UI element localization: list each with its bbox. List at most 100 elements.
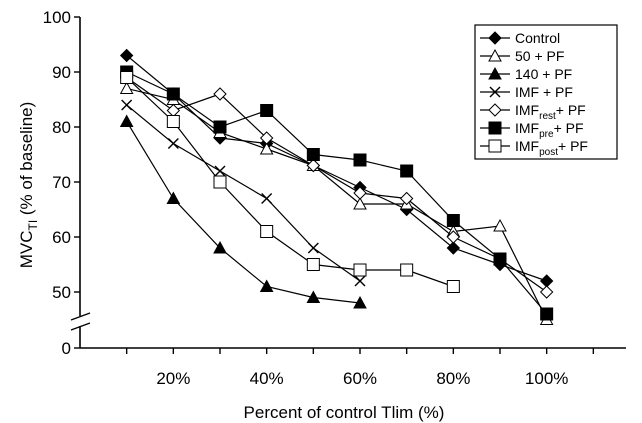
legend-label: IMFpost+ PF <box>515 138 588 158</box>
legend-label-sub: rest <box>539 111 556 122</box>
legend-label-after: + PF <box>558 138 588 154</box>
legend-label-main: IMF <box>515 102 539 118</box>
data-point <box>213 120 227 134</box>
legend-label-main: 140 + PF <box>515 66 572 82</box>
y-tick-label: 80 <box>52 118 71 137</box>
legend-label: 50 + PF <box>515 48 564 64</box>
data-point <box>306 158 321 173</box>
data-point <box>446 230 461 244</box>
data-point <box>306 148 320 161</box>
data-point <box>354 275 366 287</box>
x-marker-stroke <box>307 242 319 254</box>
legend-marker <box>488 103 502 117</box>
legend-label-main: Control <box>515 30 560 46</box>
legend-label: 140 + PF <box>515 66 572 82</box>
data-point <box>259 279 274 292</box>
legend-entry: 50 + PF <box>480 48 564 64</box>
y-axis-break-mark-lower <box>70 322 91 331</box>
legend-marker <box>488 48 502 62</box>
data-point <box>446 241 461 255</box>
plot-area: 0 50 60 70 80 90 100 20% 40% 60% 80% 100% <box>43 8 626 388</box>
series-line <box>126 87 548 320</box>
series-line <box>126 121 361 304</box>
x-tick-label: 60% <box>343 369 377 388</box>
x-marker-stroke <box>489 86 501 98</box>
data-point <box>493 218 507 232</box>
series-3 <box>119 114 367 309</box>
y-axis-label: MVCTI (% of baseline) <box>17 102 40 269</box>
series-4 <box>121 99 366 287</box>
data-point <box>260 225 274 238</box>
data-point <box>306 290 321 303</box>
legend-marker <box>488 139 502 153</box>
data-point <box>306 258 320 271</box>
y-tick-label: 70 <box>52 173 71 192</box>
data-point <box>119 114 134 127</box>
data-point <box>166 115 180 128</box>
data-point <box>166 103 181 118</box>
data-point <box>446 280 460 293</box>
legend-label: IMFpre+ PF <box>515 120 584 140</box>
x-marker-stroke <box>354 275 366 287</box>
x-marker-stroke <box>214 165 226 177</box>
x-marker-stroke <box>121 99 133 111</box>
data-point <box>259 141 274 155</box>
series-line <box>126 77 548 293</box>
legend-label-main: IMF <box>515 138 539 154</box>
x-marker-stroke <box>167 138 179 149</box>
data-point <box>213 240 227 254</box>
series-line <box>126 104 361 282</box>
x-tick-label: 20% <box>156 369 190 388</box>
data-point <box>120 71 134 84</box>
series-6 <box>120 65 554 321</box>
legend-entry: IMFpre+ PF <box>480 120 584 140</box>
legend-label-main: IMF + PF <box>515 84 573 100</box>
series-layer <box>119 48 554 325</box>
legend-label-after: + PF <box>554 120 584 136</box>
data-point <box>400 164 414 178</box>
data-point <box>353 186 367 200</box>
x-axis-label: Percent of control Tlim (%) <box>244 403 445 422</box>
data-point <box>493 252 507 266</box>
data-point <box>121 99 133 111</box>
data-point <box>213 175 227 189</box>
legend-entry: Control <box>480 30 560 46</box>
legend-marker <box>488 31 502 45</box>
data-point <box>214 165 226 177</box>
x-tick-label: 100% <box>525 369 568 388</box>
series-7 <box>120 71 460 293</box>
legend-label-sub: post <box>539 147 558 158</box>
legend-label-after: + PF <box>556 102 586 118</box>
data-point <box>119 81 134 94</box>
data-point <box>446 214 460 227</box>
data-point <box>353 295 367 309</box>
data-point <box>353 196 367 210</box>
y-tick-label: 100 <box>43 8 71 27</box>
x-tick-label: 40% <box>250 369 284 388</box>
y-axis-label-main: MVC <box>17 231 36 269</box>
legend-entry: IMF + PF <box>480 84 573 100</box>
data-point <box>399 191 414 206</box>
legend-label: IMF + PF <box>515 84 573 100</box>
data-point <box>539 285 554 299</box>
x-marker-stroke <box>261 193 273 204</box>
series-line <box>126 77 454 288</box>
legend-label-main: IMF <box>515 120 539 136</box>
data-point <box>261 193 273 204</box>
y-axis-label-sub: TI <box>26 220 40 231</box>
data-point <box>540 307 554 321</box>
y-tick-label: 90 <box>52 63 71 82</box>
y-axis-break-mark-upper <box>70 312 91 321</box>
data-point <box>400 263 414 277</box>
data-point <box>259 131 274 145</box>
y-tick-label: 50 <box>52 283 71 302</box>
data-point <box>353 263 367 277</box>
y-axis-label-rest: (% of baseline) <box>17 102 36 220</box>
data-point <box>166 191 181 204</box>
x-tick-label: 80% <box>436 369 470 388</box>
data-point <box>166 87 180 101</box>
data-point <box>307 242 319 254</box>
legend-entry: IMFpost+ PF <box>480 138 588 158</box>
